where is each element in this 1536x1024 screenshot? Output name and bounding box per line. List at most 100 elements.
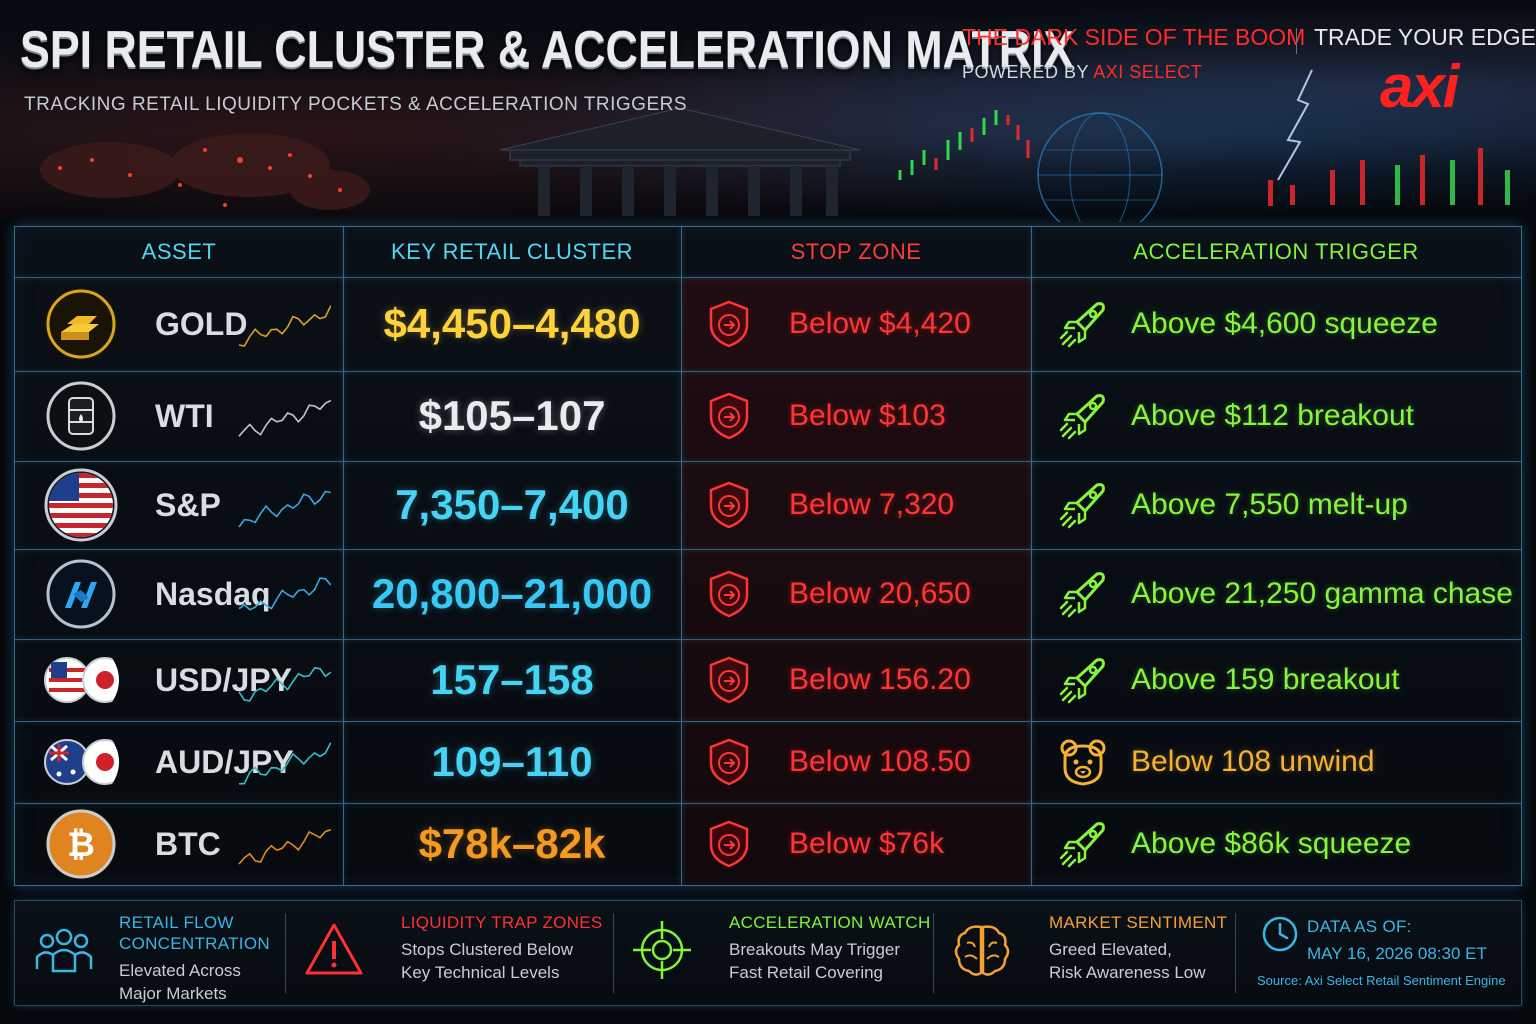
footer-divider [933, 913, 934, 993]
row-divider [15, 639, 1521, 640]
footer-title: ACCELERATION WATCH [729, 913, 931, 932]
shield-exit-icon [709, 300, 749, 348]
asset-name: S&P [155, 486, 221, 523]
row-divider [15, 803, 1521, 804]
row-divider [15, 549, 1521, 550]
stop-zone-value: Below $76k [789, 827, 945, 860]
people-icon [35, 928, 93, 973]
nasdaq-logo-icon [45, 558, 117, 630]
rocket-icon [1059, 394, 1105, 440]
stop-zone-cell: Below 20,650 [681, 549, 1031, 639]
stop-zone-cell: Below 108.50 [681, 721, 1031, 803]
asset-cell: WTI [15, 371, 343, 461]
header-key-retail-cluster: KEY RETAIL CLUSTER [390, 239, 634, 264]
axi-logo[interactable]: axi [1380, 53, 1459, 120]
footer-divider [613, 913, 614, 993]
shield-exit-icon [709, 738, 749, 786]
row-divider [15, 371, 1521, 372]
table-row: AUD/JPY 109–110 Below 108.50 Below 108 unwi… [15, 721, 1521, 803]
acceleration-trigger-cell: Above 7,550 melt-up [1031, 461, 1521, 549]
asset-cell: GOLD [15, 277, 343, 371]
acceleration-trigger-value: Below 108 unwind [1131, 745, 1375, 778]
stop-zone-value: Below $4,420 [789, 307, 971, 340]
bear-icon [1060, 739, 1106, 786]
header-asset: ASSET [141, 239, 217, 264]
acceleration-trigger-value: Above 159 breakout [1131, 663, 1400, 696]
asset-name: USD/JPY [155, 661, 292, 698]
footer-body: Greed Elevated, [1049, 940, 1172, 959]
svg-text:₿: ₿ [67, 825, 95, 865]
rocket-icon [1059, 658, 1105, 704]
shield-exit-icon [709, 392, 749, 440]
asset-name: AUD/JPY [155, 743, 294, 780]
acceleration-trigger-cell: Above 159 breakout [1031, 639, 1521, 721]
asset-cell: S&P [15, 461, 343, 549]
table-row: USD/JPY 157–158 Below 156.20 Above 159 brea… [15, 639, 1521, 721]
column-divider [681, 227, 682, 885]
row-divider [15, 461, 1521, 462]
usd-jpy-flags-icon [44, 657, 119, 703]
footer-item: DATA AS OF: MAY 16, 2026 08:30 ET Source: … [1235, 901, 1521, 1005]
sparkline-chart [238, 667, 331, 702]
sparkline-chart [238, 490, 331, 528]
shield-exit-icon [709, 656, 749, 704]
column-divider [343, 227, 344, 885]
stop-zone-cell: Below $76k [681, 803, 1031, 885]
footer-body: Fast Retail Covering [729, 963, 884, 982]
aud-jpy-flags-icon [44, 739, 119, 785]
table-row: S&P 7,350–7,400 Below 7,320 Above 7,550 mel… [15, 461, 1521, 549]
sparkline-chart [238, 577, 331, 611]
sparkline-path [238, 577, 331, 611]
footer-item: RETAIL FLOW CONCENTRATION Elevated Across M… [15, 901, 285, 1005]
footer-divider [1235, 913, 1236, 993]
sparkline-path [238, 742, 331, 785]
footer-legend: RETAIL FLOW CONCENTRATION Elevated Across M… [14, 900, 1522, 1006]
retail-cluster-value: $78k–82k [418, 820, 606, 867]
shield-exit-icon [709, 820, 749, 868]
gold-bars-icon [45, 288, 117, 360]
powered-by: POWERED BY AXI SELECT [962, 62, 1202, 83]
stop-zone-cell: Below $4,420 [681, 277, 1031, 371]
table-row: GOLD $4,450–4,480 Below $4,420 Above $4,600… [15, 277, 1521, 371]
asset-name: WTI [155, 397, 214, 434]
stop-zone-value: Below 7,320 [789, 488, 955, 521]
rocket-icon [1059, 483, 1105, 529]
acceleration-trigger-value: Above 7,550 melt-up [1131, 488, 1408, 521]
footer-title: DATA AS OF: [1307, 917, 1412, 936]
footer-body: Risk Awareness Low [1049, 963, 1206, 982]
bitcoin-icon: ₿ [45, 808, 117, 880]
retail-cluster-value: 7,350–7,400 [395, 481, 629, 528]
footer-item: LIQUIDITY TRAP ZONES Stops Clustered Belo… [285, 901, 613, 1005]
sparkline-path [238, 305, 331, 347]
rocket-icon [1059, 822, 1105, 868]
clock-icon [1262, 916, 1298, 952]
header-acceleration-trigger: ACCELERATION TRIGGER [1133, 239, 1419, 264]
powered-brand: AXI SELECT [1093, 62, 1203, 82]
sparkline-chart [238, 399, 331, 437]
table-row: WTI $105–107 Below $103 Above $112 breakout [15, 371, 1521, 461]
sparkline-path [238, 399, 331, 437]
tagline: THE DARK SIDE OF THE BOOM [962, 24, 1306, 50]
asset-cell: USD/JPY [15, 639, 343, 721]
page-subtitle: TRACKING RETAIL LIQUIDITY POCKETS & ACCE… [24, 94, 688, 115]
warning-icon [305, 923, 363, 975]
stop-zone-value: Below 108.50 [789, 745, 971, 778]
rocket-icon [1059, 302, 1105, 348]
asset-cell: AUD/JPY [15, 721, 343, 803]
stop-zone-value: Below 156.20 [789, 663, 971, 696]
table-row: Nasdaq 20,800–21,000 Below 20,650 Above 21,… [15, 549, 1521, 639]
asset-name: Nasdaq [155, 575, 271, 612]
stop-zone-value: Below $103 [789, 399, 946, 432]
stop-zone-cell: Below 156.20 [681, 639, 1031, 721]
retail-cluster-value: $105–107 [418, 392, 606, 439]
footer-body: Stops Clustered Below [401, 940, 573, 959]
acceleration-trigger-cell: Above $86k squeeze [1031, 803, 1521, 885]
acceleration-trigger-value: Above 21,250 gamma chase [1131, 577, 1513, 610]
footer-body: Key Technical Levels [401, 963, 560, 982]
acceleration-trigger-cell: Above $4,600 squeeze [1031, 277, 1521, 371]
retail-cluster-value: 20,800–21,000 [371, 570, 653, 617]
sparkline-path [238, 667, 331, 702]
row-divider [15, 721, 1521, 722]
footer-body: Breakouts May Trigger [729, 940, 901, 959]
shield-exit-icon [709, 481, 749, 529]
